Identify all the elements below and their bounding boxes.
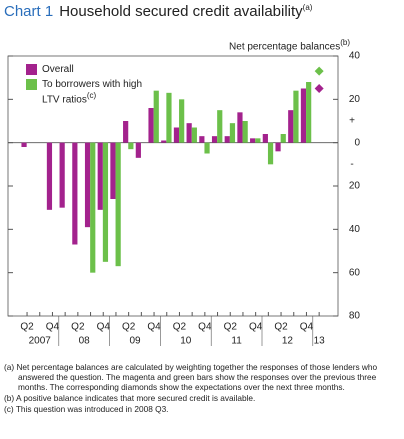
- sign-label: -: [350, 159, 353, 170]
- y-tick-label: 20: [349, 94, 361, 105]
- x-tick-label: Q4: [46, 322, 60, 333]
- footnote: (b) A positive balance indicates that mo…: [4, 393, 256, 403]
- y-tick-label: 40: [349, 224, 361, 235]
- bar: [280, 134, 286, 143]
- bar: [199, 136, 205, 143]
- footnote: (a) Net percentage balances are calculat…: [4, 362, 378, 392]
- x-tick-label: Q4: [198, 322, 212, 333]
- bar: [262, 134, 268, 143]
- bar: [217, 110, 223, 143]
- bar: [110, 142, 116, 199]
- x-tick-label: Q4: [300, 322, 314, 333]
- year-label: 10: [180, 336, 192, 347]
- chart-title: Household secured credit availability: [59, 3, 303, 20]
- bar: [128, 142, 134, 150]
- x-tick-label: Q2: [122, 322, 136, 333]
- title: Chart 1 Household secured credit availabi…: [4, 3, 312, 20]
- y-axis-note: (b): [340, 38, 350, 47]
- x-tick-label: Q2: [71, 322, 85, 333]
- legend-swatch: [26, 79, 37, 90]
- y-tick-label: 20: [349, 181, 361, 192]
- bar: [153, 90, 159, 143]
- bar: [229, 123, 236, 143]
- y-tick-label: 0: [354, 137, 360, 148]
- footnote: (c) This question was introduced in 2008…: [4, 404, 169, 414]
- year-label: 08: [79, 336, 91, 347]
- bar: [102, 142, 109, 262]
- bar: [211, 136, 218, 143]
- year-label: 2007: [29, 336, 52, 347]
- x-tick-label: Q2: [173, 322, 187, 333]
- bar: [21, 142, 27, 147]
- bar: [300, 88, 307, 143]
- bar: [115, 142, 121, 267]
- year-label: 13: [314, 336, 326, 347]
- x-tick-label: Q4: [97, 322, 111, 333]
- bar: [255, 138, 261, 143]
- bar: [59, 142, 65, 208]
- bar: [204, 142, 210, 154]
- legend: Overall To borrowers with high LTV ratios…: [26, 64, 162, 109]
- bar: [84, 142, 91, 228]
- legend-label: To borrowers with high LTV ratios: [42, 79, 143, 106]
- legend-note: (c): [86, 91, 97, 100]
- legend-item: Overall: [26, 64, 162, 75]
- bar: [161, 140, 167, 143]
- legend-label: Overall: [42, 64, 74, 75]
- bar: [166, 92, 172, 143]
- year-label: 11: [231, 336, 242, 347]
- year-label: 12: [282, 336, 294, 347]
- bar: [288, 110, 294, 143]
- bar: [173, 127, 180, 143]
- title-note: (a): [302, 3, 313, 12]
- bar: [148, 108, 154, 143]
- bar: [224, 136, 230, 143]
- bar: [306, 82, 312, 143]
- bar: [186, 123, 192, 143]
- y-tick-label: 40: [349, 51, 361, 62]
- legend-item: To borrowers with high LTV ratios(c): [26, 79, 162, 105]
- y-tick-label: 80: [349, 311, 361, 322]
- bar: [237, 112, 243, 143]
- footnotes: (a) Net percentage balances are calculat…: [4, 362, 400, 415]
- bar: [72, 142, 78, 245]
- x-tick-label: Q2: [274, 322, 288, 333]
- expectation-diamond: [314, 66, 324, 76]
- bar: [97, 142, 103, 210]
- year-label: 09: [129, 336, 141, 347]
- bar: [293, 90, 299, 143]
- bar: [135, 142, 141, 158]
- bar: [267, 142, 274, 165]
- expectation-diamond: [314, 84, 324, 93]
- bar: [90, 142, 96, 273]
- x-tick-label: Q4: [147, 322, 161, 333]
- y-axis-label: Net percentage balances(b): [229, 38, 350, 52]
- x-tick-label: Q2: [224, 322, 238, 333]
- bar: [179, 99, 185, 143]
- y-axis-text: Net percentage balances: [229, 41, 341, 53]
- bar: [123, 121, 129, 143]
- bar: [250, 138, 256, 143]
- bar: [242, 121, 248, 143]
- sign-label: +: [349, 116, 355, 127]
- y-tick-label: 60: [349, 267, 361, 278]
- x-tick-label: Q4: [249, 322, 263, 333]
- legend-swatch: [26, 64, 37, 75]
- bar: [191, 127, 197, 143]
- x-tick-label: Q2: [20, 322, 34, 333]
- bar: [46, 142, 53, 210]
- chart-number: Chart 1: [4, 3, 54, 20]
- bar: [275, 142, 281, 152]
